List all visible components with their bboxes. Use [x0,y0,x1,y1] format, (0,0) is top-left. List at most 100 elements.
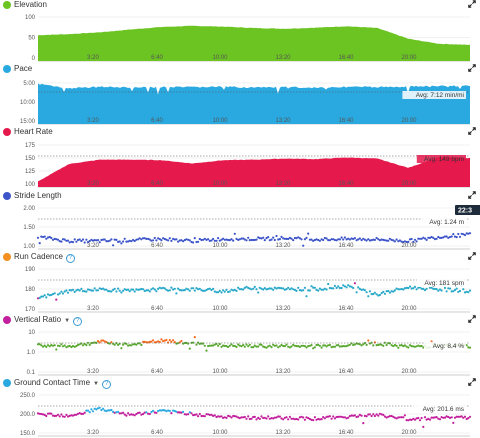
data-point [425,238,428,241]
data-point [360,288,363,291]
expand-icon[interactable] [468,0,476,8]
data-point [455,236,458,239]
data-point [385,239,388,242]
chart-plot[interactable]: 190 180 170 3:20 6:40 10:00 13:20 16:40 20:00 Avg… [0,252,480,314]
chevron-down-icon[interactable]: ▼ [64,318,71,324]
data-point [123,237,126,240]
data-point [368,413,371,416]
data-point [108,290,111,293]
data-point [398,416,401,419]
chart-plot[interactable]: 250.0 200.0 150.0 3:20 6:40 10:00 13:20 16:40 20… [0,378,480,438]
expand-icon[interactable] [468,191,476,199]
series-color-dot-icon [3,253,11,261]
chart-plot[interactable]: 10 1.0 0.1 3:20 6:40 10:00 13:20 16:40 20:00 Avg:… [0,315,480,377]
data-point [195,240,198,244]
data-point [300,415,303,418]
data-point [40,295,43,298]
y-tick-label: 0.1 [27,370,36,376]
data-point [222,344,225,347]
chart-title[interactable]: Heart Rate [14,126,53,137]
chart-plot[interactable]: 5:00 10:00 15:00 3:20 6:40 10:00 13:20 16:40 20:… [0,64,480,126]
data-point [41,295,45,298]
chart-title[interactable]: Vertical Ratio ▼? [14,314,83,327]
data-point [463,415,467,418]
data-point [418,419,422,422]
chart-plot[interactable]: 100 50 0 3:20 6:40 10:00 13:20 16:40 20:00 [0,0,480,62]
series-color-dot-icon [3,1,11,9]
average-label-bg [416,279,466,287]
data-point [60,290,63,293]
data-point [435,288,438,291]
data-point [208,287,211,290]
chart-plot[interactable]: 175 150 125 100 3:20 6:40 10:00 13:20 16:40 20:00… [0,127,480,189]
data-point [378,412,381,415]
data-point [180,289,183,292]
expand-icon[interactable] [468,315,476,323]
data-point [265,237,268,240]
data-point [242,343,245,347]
data-point [380,238,383,241]
expand-icon[interactable] [468,378,476,386]
data-point [440,289,443,292]
chart-title[interactable]: Stride Length [14,190,62,201]
data-point [162,409,165,412]
chart-panel-header: Pace [0,64,480,76]
chart-title[interactable]: Run Cadence? [14,251,75,263]
data-point [282,418,285,421]
data-point [452,421,455,424]
data-point [352,414,355,417]
data-point [445,290,448,293]
data-point [278,286,281,290]
data-point [120,347,123,350]
data-point [415,417,418,420]
data-point [285,237,288,240]
chart-plot[interactable]: 2.00 1.50 1.00 3:20 6:40 10:00 13:20 16:40 20:00… [0,191,480,251]
data-point [218,342,221,346]
data-point [40,412,43,416]
help-icon[interactable]: ? [73,317,83,326]
data-point [443,235,447,238]
data-point [36,412,40,415]
data-point [85,409,88,412]
chart-panel-header: Stride Length [0,191,480,203]
data-point [410,237,413,241]
y-tick-label: 100 [25,182,36,188]
data-point [317,289,320,292]
data-point [208,413,211,416]
chevron-down-icon[interactable]: ▼ [93,381,99,387]
chart-title[interactable]: Pace [14,63,32,74]
expand-icon[interactable] [468,127,476,135]
data-point [143,289,146,293]
help-icon[interactable]: ? [65,254,75,263]
data-point [395,344,398,347]
expand-icon[interactable] [468,252,476,260]
data-point [402,288,405,291]
chart-title[interactable]: Ground Contact Time ▼? [14,377,111,390]
data-point [307,417,310,420]
data-point [315,343,318,347]
data-point [165,238,168,241]
average-label-bg [402,91,466,99]
data-point [348,238,351,241]
data-point [198,287,201,290]
series-color-dot-icon [3,128,11,136]
data-point [365,239,368,242]
data-point [467,417,470,420]
data-point [152,287,155,290]
chart-panel-ground-contact-time: Ground Contact Time ▼? 250.0 200.0 150.0 3:20… [0,378,480,438]
expand-icon[interactable] [468,64,476,72]
chart-title[interactable]: Elevation [14,0,47,10]
data-point [237,286,240,289]
y-tick-label: 1.0 [27,350,36,356]
data-point [105,410,108,413]
data-point [120,291,123,294]
data-point [138,288,141,291]
y-tick-label: 200.0 [20,412,36,418]
data-point [272,343,275,346]
data-point [40,344,43,347]
data-point [328,343,331,347]
data-point [115,290,118,293]
help-icon[interactable]: ? [102,380,111,389]
data-point [117,287,120,290]
data-point [65,239,68,242]
